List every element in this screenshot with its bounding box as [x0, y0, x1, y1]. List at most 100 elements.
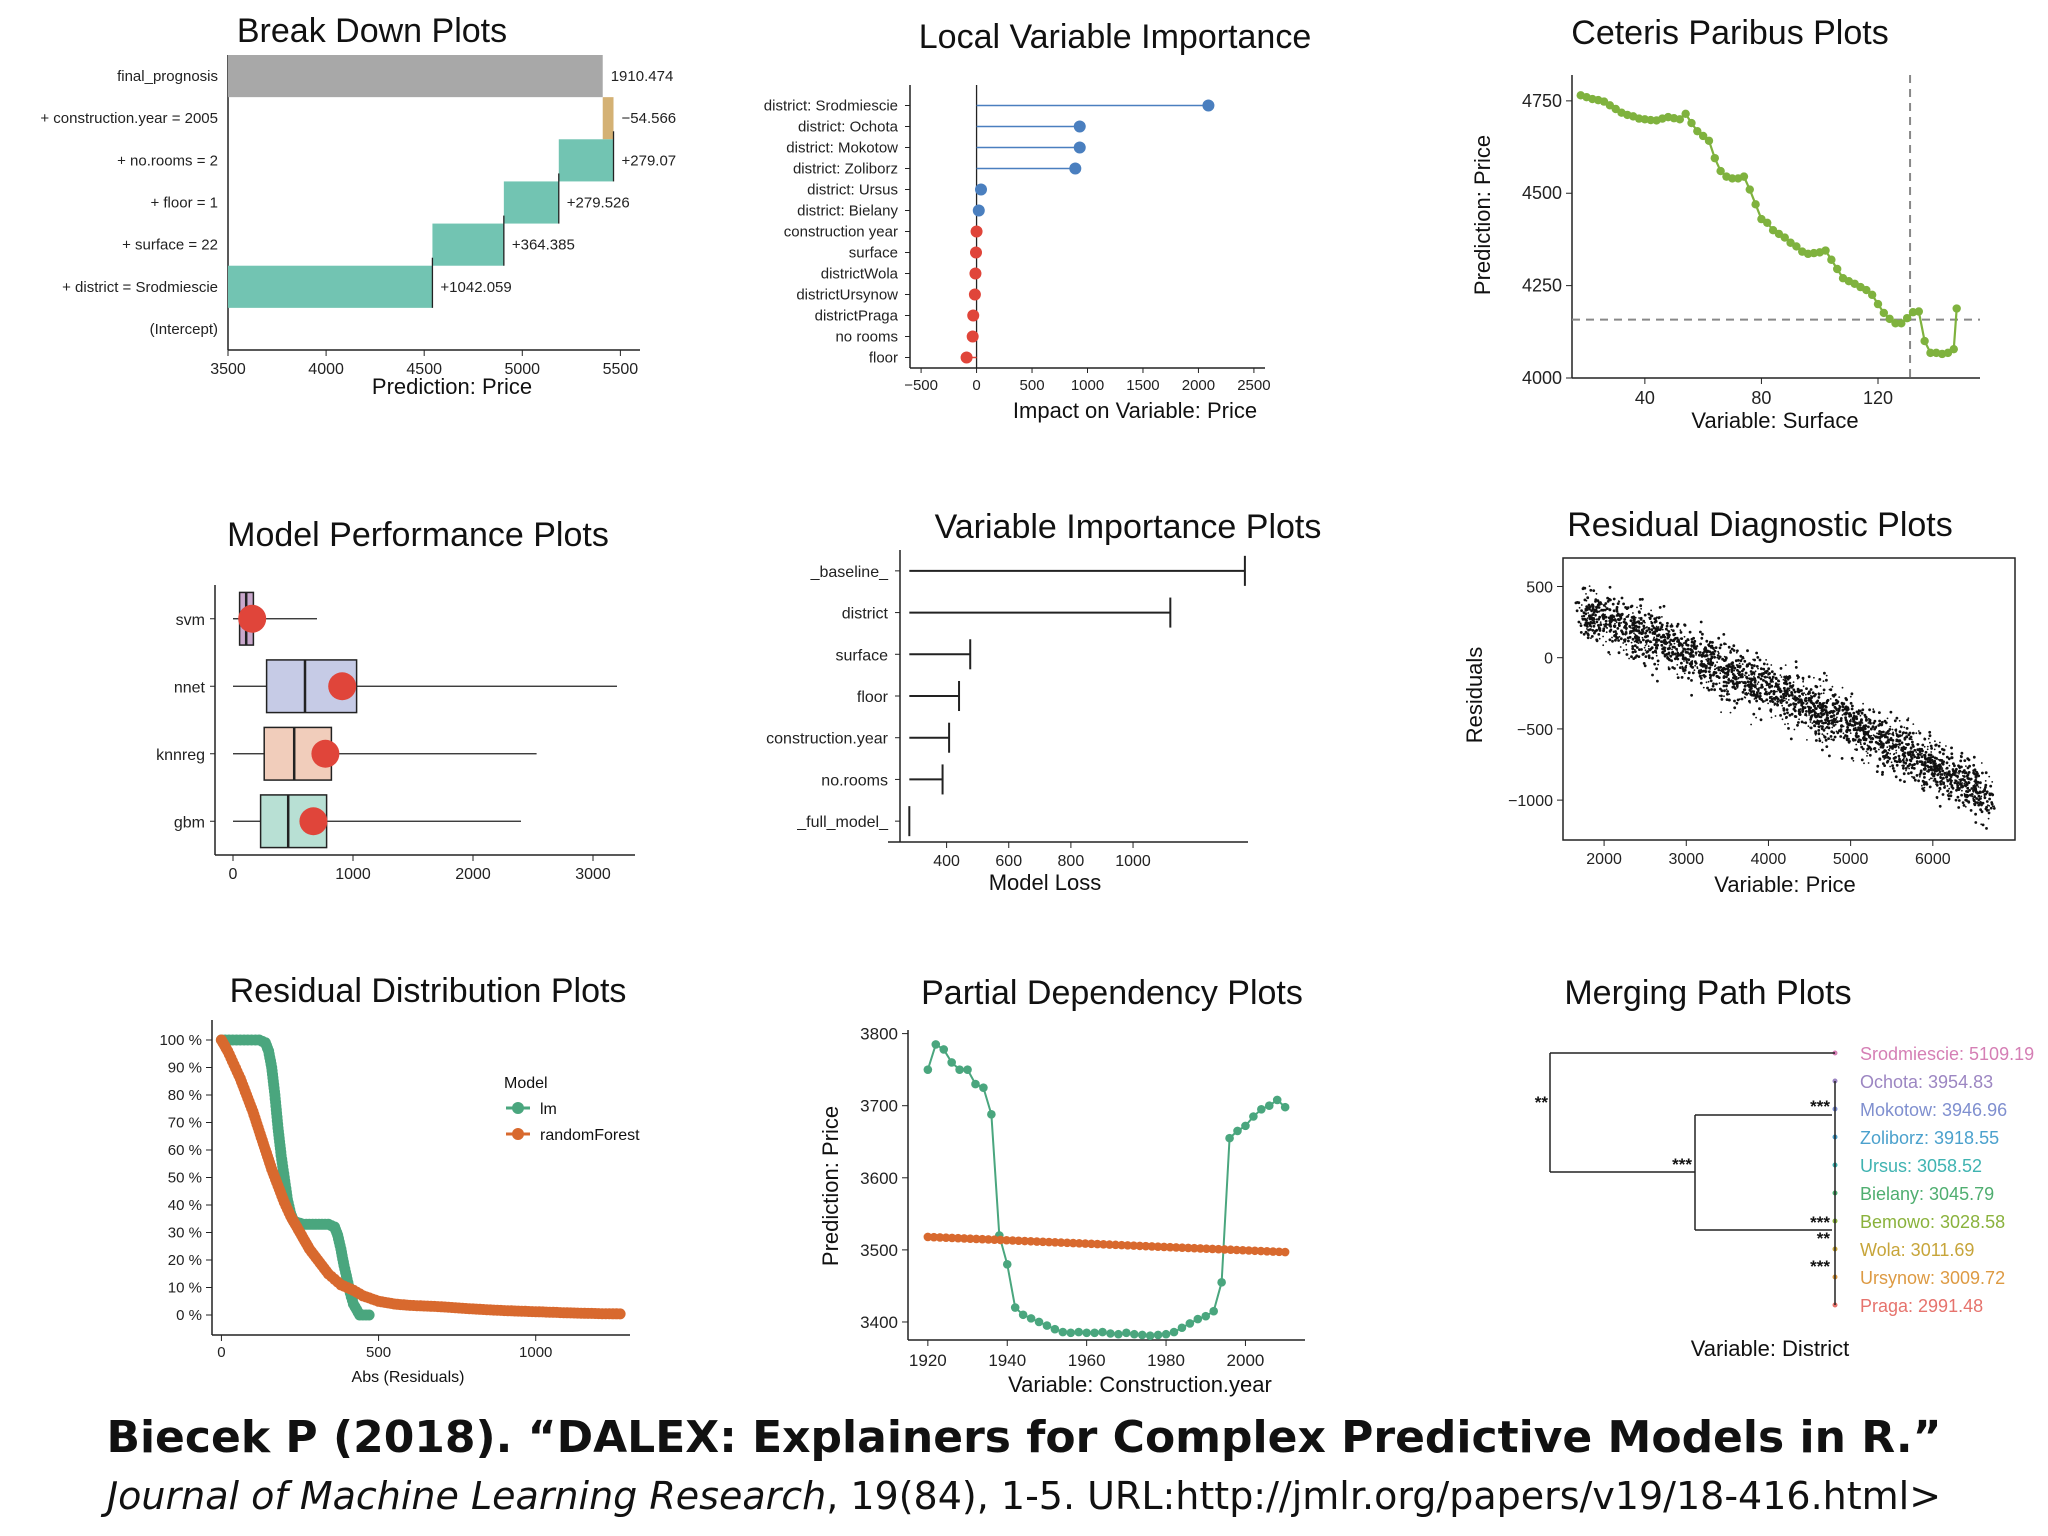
rd-residual-point	[1779, 714, 1782, 717]
rd-residual-point	[1938, 758, 1942, 762]
pd-x-tick-label: 1920	[909, 1351, 947, 1370]
rd-residual-point	[1809, 718, 1812, 721]
rd-residual-point	[1928, 778, 1931, 781]
rd-residual-point	[1923, 786, 1926, 789]
rd-residual-point	[1804, 696, 1808, 700]
rd-residual-point	[1861, 708, 1865, 712]
rd-residual-point	[1832, 714, 1836, 717]
pd-rf-point	[941, 1233, 951, 1242]
rd-residual-point	[1844, 716, 1847, 720]
mp-model-label: svm	[176, 612, 205, 629]
rd-residual-point	[1913, 762, 1916, 766]
rd-residual-point	[1774, 715, 1777, 717]
rd-residual-point	[1793, 690, 1797, 694]
rd-residual-point	[1732, 662, 1735, 664]
rd-residual-point	[1708, 670, 1711, 673]
rd-residual-point	[1612, 624, 1616, 628]
rd-residual-point	[1968, 789, 1971, 792]
mp-x-tick-label: 0	[229, 866, 238, 883]
rd-residual-point	[1653, 636, 1656, 639]
rd-residual-point	[1612, 609, 1616, 613]
rd-residual-point	[1586, 625, 1589, 628]
vi-variable-label: _full_model_	[796, 814, 889, 831]
rd-residual-point	[1931, 755, 1935, 759]
rd-residual-point	[1833, 702, 1837, 705]
rd-residual-point	[1776, 700, 1780, 703]
rd-residual-point	[1663, 638, 1667, 642]
pd-rf-point	[1250, 1246, 1260, 1256]
rd-residual-point	[1852, 716, 1856, 719]
rd-residual-point	[1647, 645, 1650, 648]
rd-residual-point	[1628, 657, 1630, 660]
rd-residual-point	[1678, 666, 1682, 669]
rd-residual-point	[1819, 712, 1823, 715]
rd-residual-point	[1592, 589, 1596, 592]
rd-residual-point	[1709, 653, 1711, 656]
pd-x-tick-label: 1940	[988, 1351, 1026, 1370]
lvi-chart: Local Variable Importance −500 0 500 1000 15…	[764, 18, 1311, 423]
rd-residual-point	[1960, 793, 1963, 797]
pd-lm-point	[979, 1083, 988, 1092]
rd-residual-point	[1863, 726, 1867, 730]
breakdown-value-label: +279.07	[622, 152, 677, 169]
rd-residual-point	[1868, 718, 1872, 722]
rd-residual-point	[1690, 693, 1693, 697]
rd-residual-point	[1862, 702, 1864, 705]
rd-residual-point	[1956, 776, 1959, 779]
resdist-y-tick-label: 30 %	[168, 1225, 202, 1242]
rd-residual-point	[1631, 645, 1635, 648]
rd-residual-point	[1586, 609, 1589, 611]
rd-residual-point	[1732, 644, 1736, 648]
rd-residual-point	[1757, 667, 1759, 670]
rd-residual-point	[1840, 701, 1844, 705]
rd-residual-point	[1850, 707, 1854, 711]
rd-residual-point	[1894, 775, 1898, 779]
rd-residual-point	[1617, 622, 1621, 625]
rd-residual-point	[1713, 673, 1716, 676]
rd-residual-point	[1842, 732, 1845, 735]
rd-residual-point	[1781, 699, 1784, 703]
rd-residual-point	[1648, 630, 1652, 634]
pd-y-tick-label: 3400	[860, 1313, 898, 1332]
rd-residual-point	[1922, 754, 1925, 756]
rd-residual-point	[1835, 730, 1838, 733]
rd-residual-point	[1604, 619, 1608, 623]
rd-residual-point	[1717, 668, 1721, 672]
rd-residual-point	[1841, 686, 1844, 689]
rd-residual-point	[1702, 674, 1706, 677]
rd-residual-point	[1719, 665, 1723, 669]
rd-residual-point	[1984, 780, 1987, 782]
rd-residual-point	[1623, 618, 1627, 621]
rd-residual-point	[1610, 614, 1614, 617]
rd-residual-point	[1614, 638, 1617, 642]
rd-residual-point	[1590, 637, 1592, 639]
rd-residual-point	[1821, 733, 1824, 735]
rd-residual-point	[1765, 684, 1768, 687]
pd-rf-point	[1081, 1239, 1090, 1248]
rd-residual-point	[1633, 644, 1637, 648]
pd-lm-point	[1018, 1310, 1028, 1320]
rd-residual-point	[1586, 636, 1590, 640]
rd-residual-point	[1831, 726, 1834, 729]
rd-residual-point	[1716, 656, 1719, 659]
rd-residual-point	[1668, 653, 1670, 656]
rd-residual-point	[1633, 648, 1636, 651]
rd-residual-point	[1984, 771, 1988, 775]
rd-residual-point	[1637, 620, 1641, 624]
rd-residual-point	[1641, 636, 1644, 639]
rd-residual-point	[1902, 766, 1905, 769]
rd-residual-point	[1815, 707, 1818, 710]
rd-residual-point	[1720, 669, 1724, 672]
rd-residual-point	[1716, 675, 1720, 678]
rd-residual-point	[1605, 631, 1608, 634]
rd-residual-point	[1675, 636, 1679, 640]
rd-residual-point	[1809, 721, 1812, 723]
rd-residual-point	[1813, 704, 1816, 708]
rd-residual-point	[1603, 616, 1607, 619]
rd-residual-point	[1633, 632, 1635, 635]
rd-residual-point	[1977, 774, 1981, 778]
rd-residual-point	[1905, 727, 1909, 730]
rd-residual-point	[1598, 615, 1602, 619]
rd-residual-point	[1937, 744, 1941, 748]
rd-residual-point	[1960, 755, 1963, 759]
